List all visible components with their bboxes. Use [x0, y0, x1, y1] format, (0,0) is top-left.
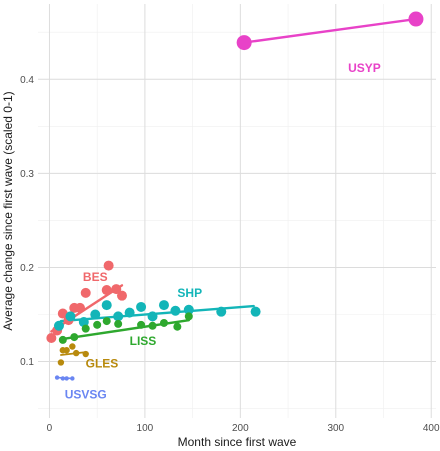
usvsg-point — [70, 376, 75, 381]
usvsg-label: USVSG — [65, 387, 107, 401]
data-points — [46, 11, 424, 381]
liss-point — [137, 320, 146, 329]
usvsg-point — [60, 376, 66, 381]
bes-point — [103, 260, 114, 271]
usvsg-point — [64, 376, 69, 381]
bes-label: BES — [83, 270, 108, 284]
grid — [38, 4, 436, 418]
liss-point — [93, 320, 102, 329]
usyp-fit-line — [242, 17, 418, 44]
shp-label: SHP — [177, 286, 202, 300]
gles-point — [72, 349, 80, 357]
liss-point — [58, 335, 67, 344]
gles-point — [63, 347, 70, 354]
bes-point — [80, 287, 91, 298]
usvsg-point — [54, 375, 60, 380]
liss-point — [148, 321, 157, 330]
liss-point — [102, 317, 111, 326]
series-labels: USYP BES SHP LISS GLES USVSG — [65, 61, 381, 401]
usyp-label: USYP — [348, 61, 381, 75]
x-tick-label: 200 — [232, 423, 249, 434]
tick-labels: 0 100 200 300 400 0.1 0.2 0.3 0.4 — [20, 75, 440, 434]
y-tick-label: 0.4 — [20, 75, 34, 86]
liss-point — [114, 319, 123, 328]
gles-point — [57, 359, 65, 366]
y-axis-title: Average change since first wave (scaled … — [1, 91, 15, 330]
y-tick-label: 0.3 — [20, 169, 34, 180]
shp-point — [250, 306, 261, 317]
x-tick-label: 300 — [327, 423, 344, 434]
shp-point — [183, 304, 194, 315]
shp-point — [90, 309, 101, 320]
bes-point — [101, 285, 112, 296]
usyp-point — [236, 35, 252, 51]
bes-point — [57, 308, 68, 319]
y-tick-label: 0.1 — [20, 357, 34, 368]
x-axis-title: Month since first wave — [178, 435, 297, 449]
gles-label: GLES — [86, 356, 119, 370]
shp-point — [216, 306, 227, 317]
liss-point — [184, 312, 193, 321]
shp-point — [147, 311, 158, 322]
bes-point — [111, 284, 122, 295]
x-tick-label: 400 — [423, 423, 440, 434]
shp-point — [113, 311, 124, 322]
y-tick-label: 0.2 — [20, 263, 34, 274]
bes-point — [116, 290, 127, 301]
shp-point — [65, 311, 76, 322]
liss-point — [70, 333, 79, 342]
shp-point — [136, 301, 147, 312]
shp-point — [53, 320, 64, 331]
shp-point — [124, 307, 135, 318]
gles-point — [69, 343, 76, 350]
shp-point — [101, 300, 112, 311]
liss-point — [159, 318, 168, 327]
liss-label: LISS — [130, 334, 157, 348]
liss-point — [81, 324, 90, 333]
usyp-point — [408, 11, 424, 27]
bes-point — [46, 333, 57, 344]
shp-point — [158, 300, 169, 311]
bes-point — [74, 302, 85, 313]
gles-point — [82, 350, 89, 358]
shp-point — [170, 305, 181, 316]
x-tick-label: 100 — [137, 423, 154, 434]
liss-point — [173, 322, 182, 331]
x-tick-label: 0 — [47, 423, 53, 434]
shp-point — [78, 317, 89, 328]
